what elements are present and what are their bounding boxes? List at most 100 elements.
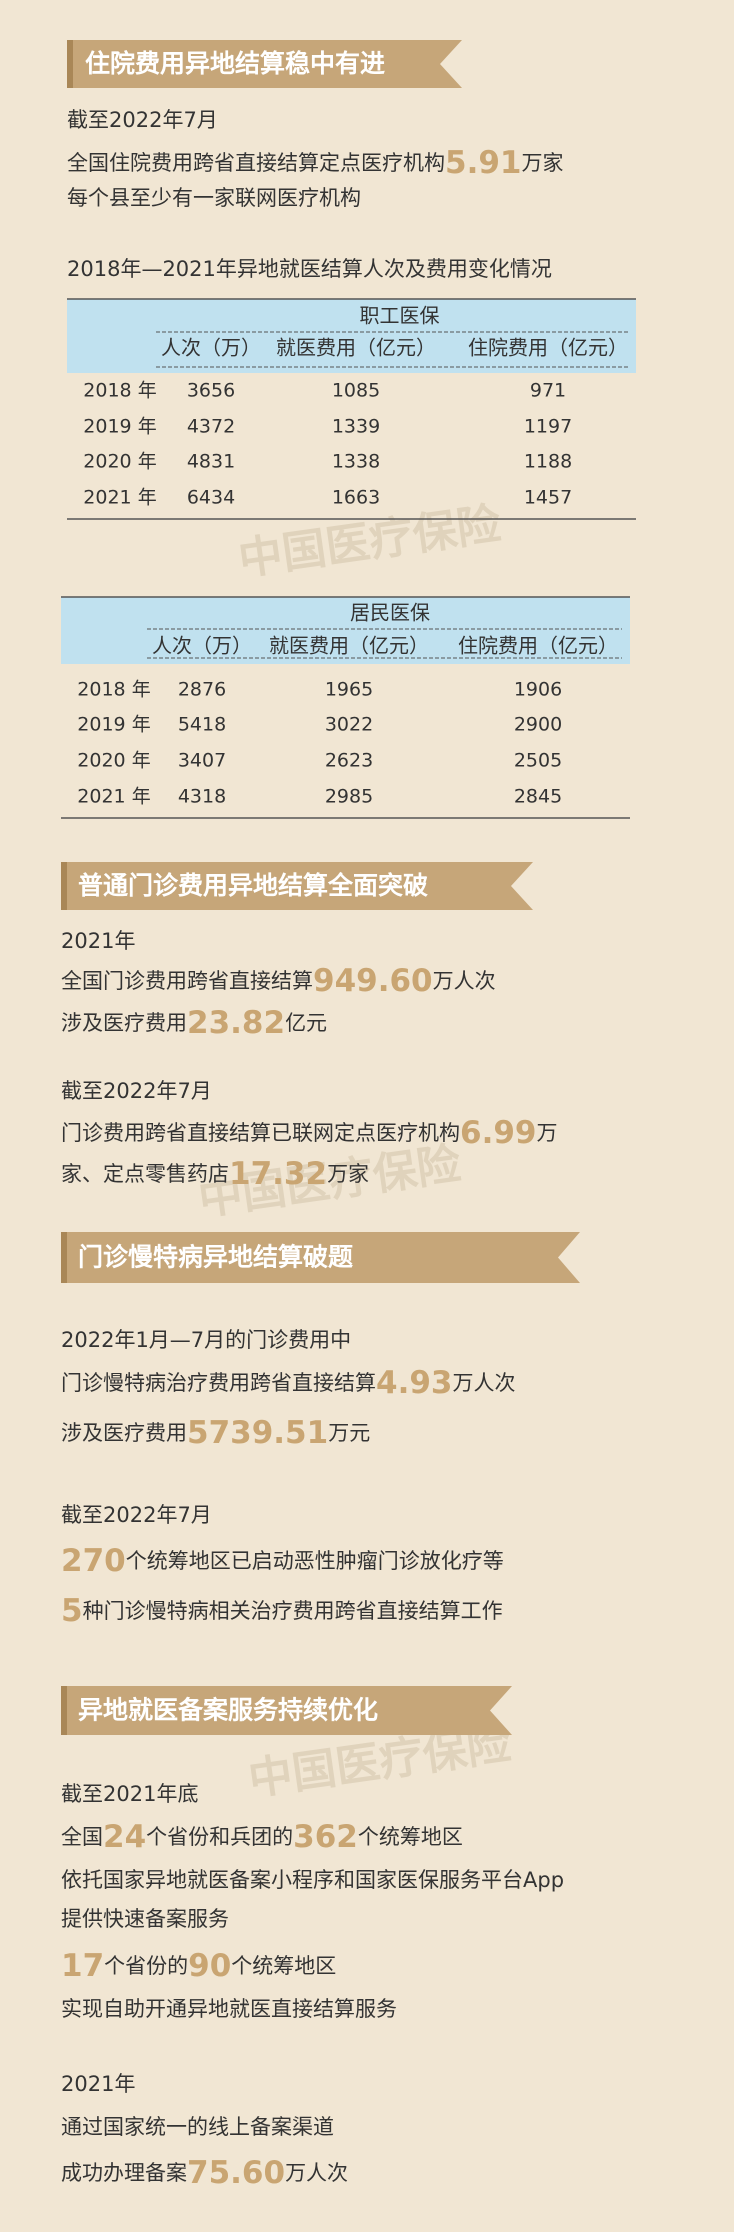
text-line: 涉及医疗费用23.82亿元: [61, 1005, 327, 1041]
text-run: 2021年: [61, 929, 135, 953]
column-header: 住院费用（亿元）: [468, 336, 628, 360]
highlight-number: 5.91: [445, 145, 522, 181]
text-run: 涉及医疗费用: [61, 1421, 187, 1445]
row-label: 2019 年: [83, 416, 156, 438]
row-label: 2018 年: [77, 679, 150, 701]
highlight-number: 4.93: [376, 1365, 453, 1401]
column-header: 人次（万）: [152, 634, 252, 658]
table-cell: 2876: [178, 679, 226, 701]
table-cell: 3407: [178, 750, 226, 772]
highlight-number: 6.99: [460, 1115, 537, 1151]
text-run: 2021年: [61, 2072, 135, 2096]
table-cell: 1197: [524, 416, 572, 438]
highlight-number: 5739.51: [187, 1415, 328, 1451]
highlight-number: 362: [293, 1819, 358, 1855]
text-run: 成功办理备案: [61, 2161, 187, 2185]
table-cell: 2845: [514, 786, 562, 808]
banner-edge: [61, 1232, 67, 1283]
banner-edge: [61, 1686, 67, 1735]
text-run: 万人次: [433, 969, 496, 993]
highlight-number: 17: [61, 1948, 104, 1984]
banner: [67, 40, 462, 88]
text-line: 截至2021年底: [61, 1782, 198, 1806]
text-run: 门诊慢特病治疗费用跨省直接结算: [61, 1371, 376, 1395]
section-title: 门诊慢特病异地结算破题: [78, 1243, 353, 1272]
text-run: 每个县至少有一家联网医疗机构: [67, 186, 361, 210]
banner-edge: [67, 40, 73, 88]
banner: [61, 862, 533, 910]
text-line: 2021年: [61, 2072, 135, 2096]
table-cell: 1339: [332, 416, 380, 438]
banner-edge: [61, 862, 67, 910]
text-run: 万家: [327, 1162, 369, 1186]
text-line: 涉及医疗费用5739.51万元: [61, 1415, 370, 1451]
text-run: 依托国家异地就医备案小程序和国家医保服务平台App: [61, 1868, 564, 1892]
table-cell: 4372: [187, 416, 235, 438]
text-run: 截至2022年7月: [61, 1503, 212, 1527]
text-run: 2018年—2021年异地就医结算人次及费用变化情况: [67, 257, 552, 281]
table-group-title: 居民医保: [350, 601, 430, 625]
text-line: 截至2022年7月: [67, 108, 218, 132]
text-line: 依托国家异地就医备案小程序和国家医保服务平台App: [61, 1868, 564, 1892]
table-cell: 3656: [187, 380, 235, 402]
text-run: 亿元: [285, 1011, 327, 1035]
table-cell: 971: [530, 380, 566, 402]
text-run: 万人次: [453, 1371, 516, 1395]
table-cell: 5418: [178, 714, 226, 736]
row-label: 2018 年: [83, 380, 156, 402]
text-line: 全国住院费用跨省直接结算定点医疗机构5.91万家: [67, 145, 564, 181]
table-cell: 4318: [178, 786, 226, 808]
highlight-number: 17.32: [229, 1156, 327, 1192]
text-run: 全国住院费用跨省直接结算定点医疗机构: [67, 151, 445, 175]
text-line: 通过国家统一的线上备案渠道: [61, 2115, 334, 2139]
highlight-number: 270: [61, 1543, 126, 1579]
text-line: 全国24个省份和兵团的362个统筹地区: [61, 1819, 463, 1855]
text-line: 截至2022年7月: [61, 1079, 212, 1103]
section-title: 异地就医备案服务持续优化: [78, 1696, 378, 1725]
text-line: 270个统筹地区已启动恶性肿瘤门诊放化疗等: [61, 1543, 504, 1579]
text-run: 个统筹地区已启动恶性肿瘤门诊放化疗等: [126, 1549, 504, 1573]
section-title: 住院费用异地结算稳中有进: [85, 49, 385, 78]
table-cell: 6434: [187, 487, 235, 509]
table-cell: 2623: [325, 750, 373, 772]
row-label: 2020 年: [83, 451, 156, 473]
text-run: 万: [537, 1121, 558, 1145]
watermark: 中国医疗保险: [235, 498, 505, 585]
table-header-band: [67, 299, 636, 373]
text-run: 通过国家统一的线上备案渠道: [61, 2115, 334, 2139]
table-cell: 2505: [514, 750, 562, 772]
text-line: 每个县至少有一家联网医疗机构: [67, 186, 361, 210]
text-line: 门诊费用跨省直接结算已联网定点医疗机构6.99万: [61, 1115, 558, 1151]
table-cell: 3022: [325, 714, 373, 736]
text-line: 17个省份的90个统筹地区: [61, 1948, 336, 1984]
table-cell: 1085: [332, 380, 380, 402]
text-line: 实现自助开通异地就医直接结算服务: [61, 1997, 397, 2021]
text-line: 2018年—2021年异地就医结算人次及费用变化情况: [67, 257, 552, 281]
row-label: 2021 年: [83, 487, 156, 509]
row-label: 2020 年: [77, 750, 150, 772]
table-cell: 1906: [514, 679, 562, 701]
table-cell: 4831: [187, 451, 235, 473]
banner: [61, 1232, 580, 1283]
text-run: 万家: [522, 151, 564, 175]
text-line: 家、定点零售药店17.32万家: [61, 1156, 369, 1192]
table-group-title: 职工医保: [360, 304, 440, 328]
text-run: 提供快速备案服务: [61, 1907, 229, 1931]
text-line: 成功办理备案75.60万人次: [61, 2155, 348, 2191]
table-cell: 1457: [524, 487, 572, 509]
text-run: 实现自助开通异地就医直接结算服务: [61, 1997, 397, 2021]
text-run: 个统筹地区: [358, 1825, 463, 1849]
table-cell: 1338: [332, 451, 380, 473]
column-header: 住院费用（亿元）: [458, 634, 618, 658]
text-run: 个省份和兵团的: [146, 1825, 293, 1849]
row-label: 2019 年: [77, 714, 150, 736]
text-run: 种门诊慢特病相关治疗费用跨省直接结算工作: [83, 1599, 503, 1623]
text-run: 2022年1月—7月的门诊费用中: [61, 1328, 351, 1352]
row-label: 2021 年: [77, 786, 150, 808]
text-run: 涉及医疗费用: [61, 1011, 187, 1035]
text-run: 万元: [328, 1421, 370, 1445]
text-line: 2022年1月—7月的门诊费用中: [61, 1328, 351, 1352]
